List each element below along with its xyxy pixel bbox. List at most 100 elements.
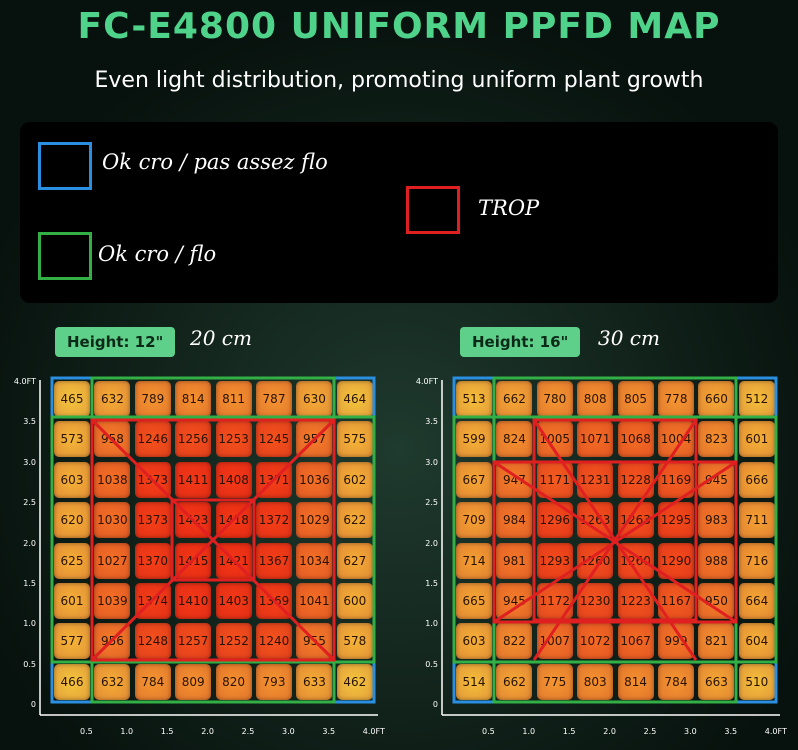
ppfd-cell: 1169 (658, 461, 694, 498)
ppfd-cell: 1408 (215, 461, 252, 498)
ppfd-cell: 1293 (536, 542, 573, 579)
ppfd-cell: 1005 (536, 421, 573, 458)
ppfd-cell: 464 (336, 381, 373, 417)
ppfd-cell: 1372 (256, 502, 292, 539)
ppfd-cell: 627 (336, 542, 373, 579)
ppfd-cell: 1263 (577, 502, 614, 539)
ppfd-cell: 1370 (134, 542, 171, 579)
ppfd-cell: 1245 (256, 421, 292, 458)
ppfd-cell: 1410 (175, 583, 212, 619)
ppfd-cell: 803 (577, 663, 614, 700)
ppfd-cell: 1038 (94, 461, 131, 498)
ppfd-cell: 808 (577, 381, 614, 417)
ppfd-cell: 462 (336, 663, 373, 700)
ppfd-cell: 714 (456, 542, 492, 579)
y-tick-label: 1.5 (425, 579, 438, 588)
x-tick-label: 2.5 (241, 727, 255, 736)
ppfd-cell: 1167 (658, 583, 694, 619)
ppfd-cell: 1171 (536, 461, 573, 498)
ppfd-cell: 513 (456, 381, 492, 417)
ppfd-cell: 1260 (577, 542, 614, 579)
x-tick-label: 2.0 (201, 727, 214, 736)
ppfd-cell: 1373 (134, 502, 171, 539)
ppfd-cell: 630 (296, 381, 333, 417)
x-tick-label: 1.0 (120, 727, 134, 736)
ppfd-cell: 822 (496, 623, 533, 660)
ppfd-cell: 981 (496, 542, 533, 579)
ppfd-cell: 1373 (134, 461, 171, 498)
ppfd-cell: 662 (496, 381, 533, 417)
ppfd-cell: 1374 (134, 583, 171, 619)
ppfd-cell: 1071 (577, 421, 614, 458)
ppfd-cell: 1004 (658, 421, 694, 458)
ppfd-cell: 1072 (577, 623, 614, 660)
ppfd-cell: 1415 (175, 542, 212, 579)
x-tick-label: 1.5 (160, 727, 174, 736)
ppfd-cell: 983 (698, 502, 735, 539)
ppfd-cell: 950 (698, 583, 735, 619)
ppfd-cell: 1253 (215, 421, 252, 458)
x-tick-label: 4.0FT (362, 727, 385, 736)
x-tick-label: 2.0 (603, 727, 616, 736)
height-pill: Height: 12" (55, 327, 176, 357)
y-tick-label: 1.0 (425, 619, 438, 629)
ppfd-cell: 604 (738, 623, 775, 660)
ppfd-cell: 620 (54, 502, 90, 539)
ppfd-cell: 809 (175, 663, 212, 700)
ppfd-cell: 603 (54, 461, 90, 498)
ppfd-cell: 1252 (215, 623, 252, 660)
ppfd-cell: 577 (54, 623, 90, 660)
x-tick-label: 1.0 (522, 727, 536, 736)
ppfd-cell: 666 (738, 461, 775, 498)
ppfd-cell: 716 (738, 542, 775, 579)
ppfd-cell: 601 (54, 583, 90, 619)
y-tick-label: 0.5 (23, 659, 36, 669)
ppfd-cell: 1411 (175, 461, 212, 498)
ppfd-cell: 1041 (296, 583, 333, 619)
ppfd-cell: 1403 (215, 583, 252, 619)
ppfd-cell: 632 (94, 381, 131, 417)
ppfd-cell: 1256 (175, 421, 212, 458)
y-tick-label: 2.5 (425, 498, 438, 508)
ppfd-cell: 578 (336, 623, 373, 660)
ppfd-cell: 1067 (617, 623, 654, 660)
ppfd-cell: 1230 (577, 583, 614, 619)
ppfd-cell: 947 (496, 461, 533, 498)
x-tick-label: 3.5 (724, 727, 738, 736)
ppfd-cell: 984 (496, 502, 533, 539)
ppfd-cell: 632 (94, 663, 131, 700)
ppfd-cell: 820 (215, 663, 252, 700)
ppfd-cell: 1068 (617, 421, 654, 458)
ppfd-cell: 1418 (215, 502, 252, 539)
ppfd-cell: 664 (738, 583, 775, 619)
ppfd-cell: 602 (336, 461, 373, 498)
ppfd-cell: 824 (496, 421, 533, 458)
ppfd-cell: 1228 (617, 461, 654, 498)
ppfd-cell: 1290 (658, 542, 694, 579)
ppfd-cell: 1223 (617, 583, 654, 619)
ppfd-cell: 789 (134, 381, 171, 417)
legend-label: Ok cro / flo (98, 242, 217, 266)
ppfd-cell: 1248 (134, 623, 171, 660)
ppfd-cell: 1367 (256, 542, 292, 579)
ppfd-cell: 1296 (536, 502, 573, 539)
ppfd-cell: 1039 (94, 583, 131, 619)
ppfd-cell: 660 (698, 381, 735, 417)
ppfd-cell: 778 (658, 381, 694, 417)
ppfd-cell: 573 (54, 421, 90, 458)
x-tick-label: 4.0FT (764, 727, 787, 736)
ppfd-cell: 957 (296, 421, 333, 458)
ppfd-cell: 823 (698, 421, 735, 458)
height-pill: Height: 16" (460, 327, 581, 357)
ppfd-cell: 787 (256, 381, 292, 417)
ppfd-cell: 821 (698, 623, 735, 660)
y-tick-label: 2.0 (23, 538, 36, 548)
ppfd-cell: 1421 (215, 542, 252, 579)
legend-swatch (38, 232, 92, 280)
legend-label: Ok cro / pas assez flo (102, 150, 328, 174)
ppfd-cell: 1371 (256, 461, 292, 498)
ppfd-cell: 1246 (134, 421, 171, 458)
ppfd-cell: 945 (698, 461, 735, 498)
title: FC-E4800 UNIFORM PPFD MAP (77, 6, 721, 47)
